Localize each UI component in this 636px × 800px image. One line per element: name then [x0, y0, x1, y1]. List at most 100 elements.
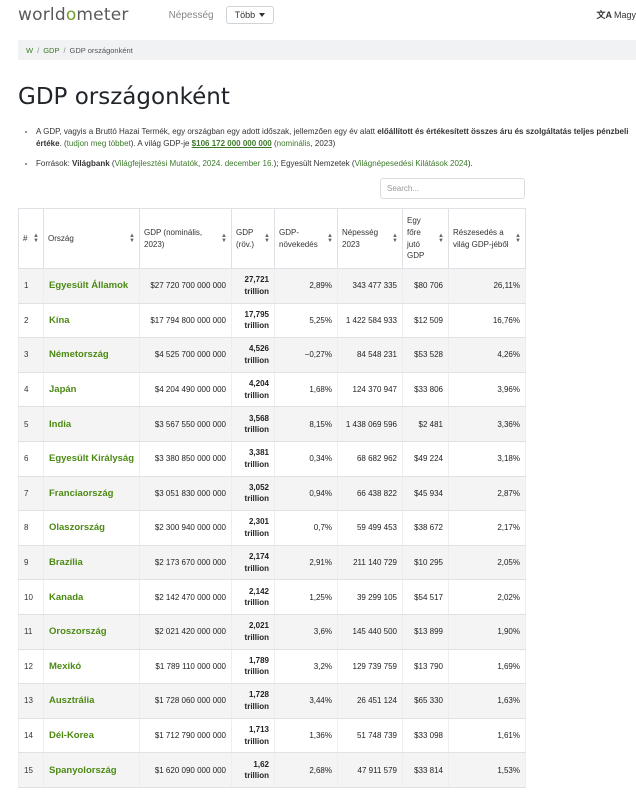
wdi-link[interactable]: Világfejlesztési Mutatók — [114, 159, 199, 168]
cell-country: Dél-Korea — [43, 717, 140, 754]
sort-icon: ▲ ▼ — [515, 232, 521, 244]
country-link[interactable]: Egyesült Királyság — [49, 453, 135, 465]
cell-growth: 0,34% — [274, 440, 338, 477]
column-header-rank[interactable]: # ▲ ▼ — [18, 208, 44, 269]
column-header-per-capita[interactable]: Egy főre jutó GDP ▲ ▼ — [402, 208, 449, 269]
cell-share: 3,18% — [448, 440, 526, 477]
breadcrumb-gdp-link[interactable]: GDP — [43, 45, 60, 55]
sort-icon: ▲ ▼ — [327, 232, 333, 244]
table-row: 14 Dél-Korea $1 712 790 000 000 1,713 trilli… — [18, 717, 526, 754]
gdp-short-value: 2,021 — [248, 621, 269, 631]
language-selector[interactable]: 文A Magy — [596, 8, 636, 21]
cell-gdp-nominal: $1 712 790 000 000 — [139, 717, 232, 754]
header-label: Részesedés a világ GDP-jéből — [453, 227, 509, 249]
cell-gdp-short: 4,526 trillion — [231, 337, 275, 373]
column-header-country[interactable]: Ország ▲ ▼ — [43, 208, 140, 269]
cell-growth: 1,36% — [274, 717, 338, 754]
more-dropdown-button[interactable]: Több — [225, 6, 275, 24]
country-link[interactable]: Olaszország — [49, 522, 105, 534]
intro-text: , — [198, 159, 203, 168]
cell-population: 59 499 453 — [337, 510, 403, 546]
country-link[interactable]: Oroszország — [49, 626, 107, 638]
country-link[interactable]: Németország — [49, 349, 109, 361]
cell-per-capita: $45 934 — [402, 475, 449, 512]
cell-population: 47 911 579 — [337, 752, 403, 788]
cell-population: 39 299 105 — [337, 579, 403, 615]
gdp-short-unit: trillion — [244, 736, 269, 746]
country-link[interactable]: Japán — [49, 384, 77, 396]
cell-per-capita: $80 706 — [402, 268, 449, 304]
cell-rank: 11 — [18, 613, 44, 650]
table-header-row: # ▲ ▼ Ország ▲ ▼ GDP (nominális, 2023) ▲ ▼ GDP… — [18, 208, 526, 269]
cell-per-capita: $2 481 — [402, 406, 449, 442]
column-header-growth[interactable]: GDP-növekedés ▲ ▼ — [274, 208, 338, 269]
country-link[interactable]: Kanada — [49, 591, 84, 603]
cell-share: 2,17% — [448, 510, 526, 546]
logo-text-right: meter — [76, 5, 129, 25]
gdp-short-unit: trillion — [244, 459, 269, 469]
world-gdp-link[interactable]: $106 172 000 000 000 — [191, 139, 272, 148]
cell-growth: 0,94% — [274, 475, 338, 512]
cell-gdp-short: 1,62 trillion — [231, 752, 275, 788]
country-link[interactable]: Spanyolország — [49, 764, 117, 776]
country-link[interactable]: Brazília — [49, 557, 83, 569]
gdp-short-unit: trillion — [244, 701, 269, 711]
country-link[interactable]: Dél-Korea — [49, 730, 94, 742]
table-row: 4 Japán $4 204 490 000 000 4,204 trillion 1,6… — [18, 371, 526, 408]
intro-text: ( — [271, 139, 277, 148]
country-link[interactable]: Mexikó — [49, 660, 82, 672]
cell-growth: 1,68% — [274, 371, 338, 408]
cell-per-capita: $33 814 — [402, 752, 449, 788]
table-row: 7 Franciaország $3 051 830 000 000 3,052 tri… — [18, 475, 526, 512]
site-logo[interactable]: worldometer — [18, 5, 129, 25]
intro-text: , 2023) — [310, 139, 336, 148]
breadcrumb-home-link[interactable]: W — [26, 45, 34, 55]
search-input[interactable] — [380, 178, 525, 199]
cell-growth: 3,6% — [274, 613, 338, 650]
cell-growth: 2,91% — [274, 544, 338, 581]
sources-label: Források: — [36, 159, 73, 168]
un-wpp-link[interactable]: Világnépesedési Kilátások 2024 — [354, 159, 468, 168]
cell-per-capita: $12 509 — [402, 302, 449, 339]
column-header-gdp-short[interactable]: GDP (röv.) ▲ ▼ — [231, 208, 275, 269]
gdp-short-value: 3,568 — [248, 413, 269, 423]
cell-growth: 1,25% — [274, 579, 338, 615]
gdp-short-value: 1,789 — [248, 655, 269, 665]
nav-population-link[interactable]: Népesség — [168, 9, 214, 21]
country-link[interactable]: India — [49, 418, 72, 430]
learn-more-link[interactable]: tudjon meg többet — [66, 139, 131, 148]
cell-gdp-nominal: $3 380 850 000 000 — [139, 440, 232, 477]
gdp-short-value: 3,381 — [248, 448, 269, 458]
table-row: 8 Olaszország $2 300 940 000 000 2,301 trill… — [18, 510, 526, 546]
cell-gdp-nominal: $2 142 470 000 000 — [139, 579, 232, 615]
cell-gdp-nominal: $1 620 090 000 000 — [139, 752, 232, 788]
gdp-short-value: 3,052 — [248, 482, 269, 492]
cell-gdp-short: 3,052 trillion — [231, 475, 275, 512]
country-link[interactable]: Egyesült Államok — [49, 280, 129, 292]
country-link[interactable]: Franciaország — [49, 487, 114, 499]
date-link[interactable]: 2024. december 16. — [202, 159, 274, 168]
cell-per-capita: $13 790 — [402, 648, 449, 685]
cell-rank: 1 — [18, 268, 44, 304]
cell-gdp-nominal: $1 728 060 000 000 — [139, 683, 232, 719]
gdp-table: # ▲ ▼ Ország ▲ ▼ GDP (nominális, 2023) ▲ ▼ GDP… — [18, 208, 526, 788]
column-header-gdp-nominal[interactable]: GDP (nominális, 2023) ▲ ▼ — [139, 208, 232, 269]
country-link[interactable]: Kína — [49, 314, 70, 326]
logo-mark: o — [65, 5, 77, 25]
column-header-share[interactable]: Részesedés a világ GDP-jéből ▲ ▼ — [448, 208, 526, 269]
cell-country: Franciaország — [43, 475, 140, 512]
gdp-short-value: 17,795 — [244, 309, 269, 319]
cell-country: Ausztrália — [43, 683, 140, 719]
column-header-population[interactable]: Népesség 2023 ▲ ▼ — [337, 208, 403, 269]
gdp-short-unit: trillion — [244, 598, 269, 608]
cell-gdp-short: 1,713 trillion — [231, 717, 275, 754]
gdp-short-value: 2,301 — [248, 517, 269, 527]
nominal-link[interactable]: nominális — [276, 139, 311, 148]
cell-per-capita: $13 899 — [402, 613, 449, 650]
cell-rank: 6 — [18, 440, 44, 477]
cell-share: 1,63% — [448, 683, 526, 719]
cell-share: 3,36% — [448, 406, 526, 442]
country-link[interactable]: Ausztrália — [49, 695, 95, 707]
table-row: 11 Oroszország $2 021 420 000 000 2,021 tril… — [18, 613, 526, 650]
gdp-short-value: 1,713 — [248, 724, 269, 734]
